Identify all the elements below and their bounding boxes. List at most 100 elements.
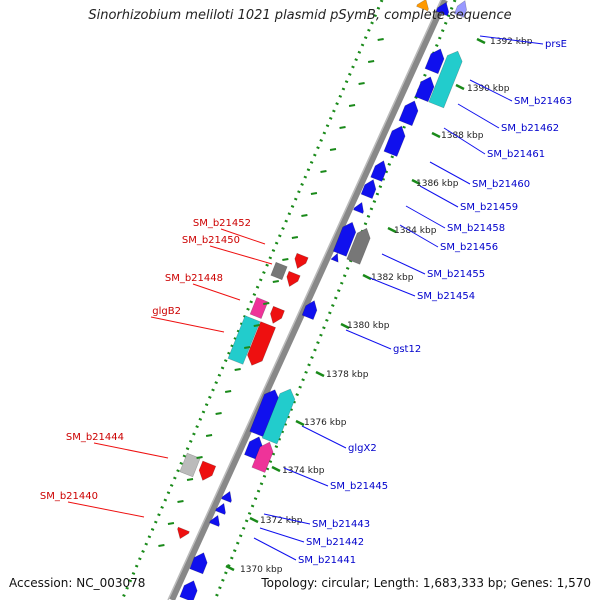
gene-label-right-8: SM_b21455 [427, 269, 485, 280]
gene-label-right-4: SM_b21460 [472, 179, 530, 190]
gene-label-left-5: SM_b21440 [40, 491, 98, 502]
outer-tick-14 [244, 346, 251, 349]
outer-tick-7 [310, 192, 318, 195]
outer-tick-0 [377, 38, 384, 41]
outer-tick-8 [301, 214, 308, 217]
right-label-leader-2 [457, 103, 500, 129]
rna-feature-cyan-0 [428, 50, 463, 109]
forward-gene-9 [330, 252, 339, 263]
kbp-tick-label-8: 1376 kbp [304, 418, 347, 428]
outer-tick-12 [263, 302, 270, 305]
kbp-tick-label-5: 1382 kbp [371, 273, 414, 283]
kbp-tick-label-10: 1372 kbp [260, 516, 303, 526]
right-label-leader-3 [443, 127, 486, 155]
right-label-leader-13 [263, 513, 311, 525]
gene-label-left-3: glgB2 [152, 306, 181, 317]
left-label-leader-2 [192, 283, 241, 301]
gene-label-right-15: SM_b21441 [298, 555, 356, 566]
axis-highlight [167, 0, 442, 600]
kbp-tick-mark-6 [340, 322, 350, 330]
forward-gene-14 [215, 502, 226, 515]
kbp-tick-mark-4 [387, 226, 397, 234]
forward-gene-5 [370, 160, 387, 182]
reverse-gene-2 [270, 305, 285, 324]
right-label-leader-8 [381, 253, 426, 275]
outer-tick-13 [253, 324, 260, 327]
outer-tick-21 [177, 500, 184, 503]
gene-label-right-13: SM_b21443 [312, 519, 370, 530]
right-label-leader-9 [369, 277, 416, 297]
gene-label-right-9: SM_b21454 [417, 291, 475, 302]
kbp-tick-mark-7 [315, 370, 325, 378]
outer-tick-2 [358, 82, 365, 85]
kbp-tick-label-4: 1384 kbp [394, 226, 437, 236]
kbp-tick-mark-3 [411, 178, 421, 186]
outer-tick-17 [215, 412, 222, 415]
right-label-leader-4 [429, 161, 471, 185]
outer-tick-5 [329, 148, 337, 151]
forward-gene-top [454, 0, 467, 18]
forward-gene-16 [189, 552, 208, 575]
forward-gene-13 [221, 490, 232, 503]
gene-label-right-3: SM_b21461 [487, 149, 545, 160]
forward-gene-1 [424, 48, 445, 75]
forward-gene-6 [360, 179, 377, 199]
kbp-tick-label-2: 1388 kbp [441, 131, 484, 141]
outer-tick-11 [272, 280, 279, 283]
right-label-leader-10 [345, 329, 392, 350]
rna-feature-cyan-2 [227, 315, 261, 365]
right-label-leader-0 [479, 35, 544, 45]
features-layer [177, 0, 467, 600]
rna-feature-magenta-0 [251, 441, 274, 473]
gene-label-right-11: glgX2 [348, 443, 377, 454]
kbp-tick-label-11: 1370 kbp [240, 565, 283, 575]
right-label-leader-12 [283, 467, 329, 487]
right-label-leader-1 [469, 79, 513, 102]
right-label-leader-6 [405, 205, 446, 229]
outer-tick-10 [282, 258, 289, 261]
kbp-tick-mark-2 [431, 131, 441, 139]
gene-label-left-0: SM_b21452 [193, 218, 251, 229]
gene-label-right-12: SM_b21445 [330, 481, 388, 492]
outer-tick-18 [205, 434, 213, 437]
right-label-leader-15 [253, 537, 297, 561]
outer-tick-15 [234, 368, 241, 371]
pseudo-feature-gray-0 [346, 227, 371, 265]
gene-label-right-7: SM_b21456 [440, 242, 498, 253]
forward-gene-10 [301, 300, 318, 320]
reverse-gene-5 [177, 526, 190, 540]
rna-feature-magenta-1 [249, 297, 269, 319]
gene-label-right-10: gst12 [393, 344, 421, 355]
gene-label-left-1: SM_b21450 [182, 235, 240, 246]
kbp-tick-label-7: 1378 kbp [326, 370, 369, 380]
left-label-leader-1 [209, 245, 273, 265]
gene-label-right-2: SM_b21462 [501, 123, 559, 134]
rna-feature-cyan-1 [261, 388, 296, 445]
axis-gap [160, 0, 435, 600]
pseudo-feature-gray-2 [179, 452, 201, 478]
axis-line [169, 0, 448, 600]
gene-label-right-6: SM_b21458 [447, 223, 505, 234]
map-title: Sinorhizobium meliloti 1021 plasmid pSym… [88, 8, 512, 23]
forward-gene-2 [414, 76, 435, 103]
gene-label-right-5: SM_b21459 [460, 202, 518, 213]
topology-info: Topology: circular; Length: 1,683,333 bp… [261, 576, 591, 590]
gene-label-right-1: SM_b21463 [514, 96, 572, 107]
gene-label-right-0: prsE [545, 39, 567, 50]
reverse-gene-0 [294, 252, 309, 269]
forward-gene-0 [435, 1, 450, 17]
kbp-tick-mark-8 [295, 419, 305, 427]
kbp-tick-mark-1 [455, 83, 465, 91]
reverse-gene-1 [286, 270, 301, 287]
outer-tick-19 [196, 456, 203, 459]
outer-tick-22 [167, 522, 175, 525]
right-label-leader-14 [259, 527, 305, 543]
kbp-tick-mark-9 [271, 465, 281, 473]
forward-gene-3 [398, 100, 419, 127]
gene-label-right-14: SM_b21442 [306, 537, 364, 548]
forward-gene-8 [332, 221, 357, 257]
forward-gene-17 [179, 580, 198, 600]
forward-gene-7 [353, 201, 364, 214]
kbp-tick-mark-11 [225, 564, 235, 572]
